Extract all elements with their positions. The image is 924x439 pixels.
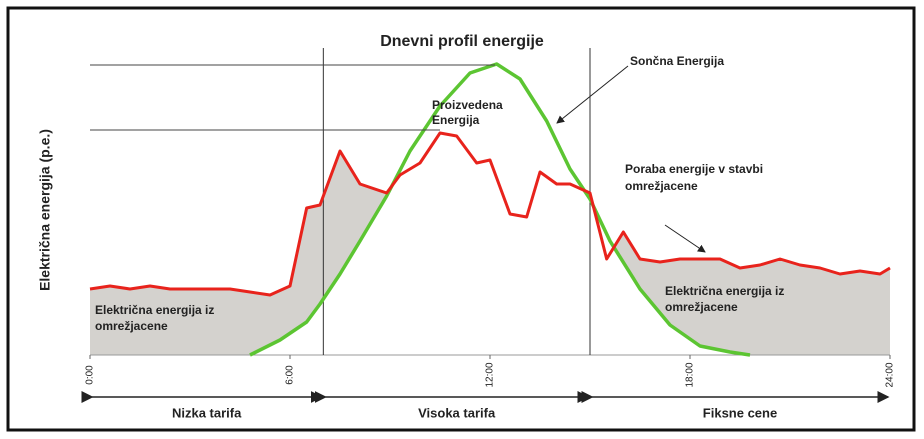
x-tick-label: 6:00	[285, 365, 296, 385]
x-tick-label: 12:00	[485, 362, 496, 387]
series-line	[249, 62, 751, 357]
annotation-arrow	[556, 65, 629, 124]
solar-fill	[250, 64, 750, 355]
tariff-label: Visoka tarifa	[418, 405, 496, 420]
annotation: omrežjacene	[665, 300, 738, 314]
series-line	[89, 131, 891, 297]
annotation: Energija	[432, 113, 480, 127]
x-tick-label: 0:00	[85, 365, 96, 385]
annotation: Električna energija iz	[95, 303, 214, 317]
x-tick-label: 24:00	[885, 362, 896, 387]
annotation: Poraba energije v stavbi	[625, 162, 763, 176]
y-axis-label: Električna energija (p.e.)	[37, 129, 53, 291]
annotation-arrow	[664, 224, 706, 253]
annotation: Električna energija iz	[665, 284, 784, 298]
tariff-label: Nizka tarifa	[172, 405, 242, 420]
annotation: Proizvedena	[432, 98, 503, 112]
tariff-label: Fiksne cene	[703, 405, 777, 420]
annotation: omrežjacene	[625, 179, 698, 193]
chart-title: Dnevni profil energije	[380, 33, 544, 50]
annotation: omrežjacene	[95, 319, 168, 333]
annotation: Sončna Energija	[630, 54, 724, 68]
x-tick-label: 18:00	[685, 362, 696, 387]
